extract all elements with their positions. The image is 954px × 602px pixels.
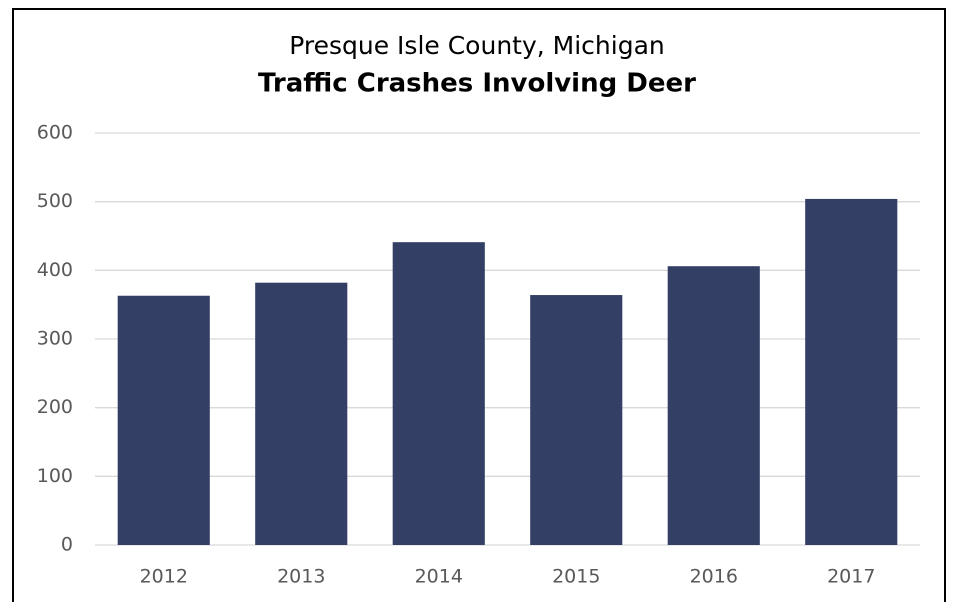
x-tick-label: 2015 [552, 566, 600, 588]
x-tick-label: 2013 [277, 566, 325, 588]
y-tick-label: 200 [37, 396, 73, 418]
y-tick-label: 500 [37, 190, 73, 212]
chart-frame [12, 8, 946, 602]
bar [805, 198, 898, 546]
y-tick-label: 600 [37, 122, 73, 144]
x-tick-label: 2016 [690, 566, 738, 588]
x-tick-label: 2012 [140, 566, 188, 588]
bar [117, 295, 210, 545]
x-tick-label: 2014 [415, 566, 463, 588]
bar [530, 295, 623, 545]
bar [255, 282, 348, 545]
x-tick-label: 2017 [827, 566, 875, 588]
chart-subtitle: Presque Isle County, Michigan [289, 31, 665, 60]
bar [392, 242, 485, 545]
bar [667, 266, 760, 545]
y-tick-label: 400 [37, 259, 73, 281]
y-tick-label: 300 [37, 328, 73, 350]
y-tick-label: 0 [61, 534, 73, 556]
chart-title: Traffic Crashes Involving Deer [258, 69, 696, 99]
y-tick-label: 100 [37, 465, 73, 487]
